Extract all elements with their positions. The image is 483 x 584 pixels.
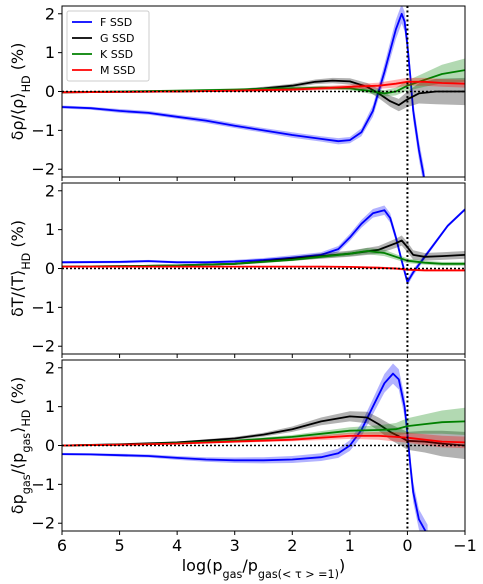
y-tick-label: 1	[45, 397, 55, 416]
x-tick-label: 4	[172, 536, 182, 555]
legend-box	[66, 10, 150, 82]
series-group	[62, 6, 465, 177]
x-tick-label: −1	[453, 536, 477, 555]
y-tick-label: 2	[45, 181, 55, 200]
y-tick-label: −1	[31, 298, 55, 317]
y-axis-label: δpgas/⟨pgas⟩HD (%)	[8, 377, 33, 514]
series-band-m	[62, 77, 465, 93]
x-tick-label: 2	[287, 536, 297, 555]
y-tick-label: 0	[45, 259, 55, 278]
y-tick-label: 2	[45, 358, 55, 377]
series-line-f	[62, 12, 425, 177]
y-tick-label: 2	[45, 4, 55, 23]
legend-label: K SSD	[100, 48, 133, 61]
y-tick-label: −1	[31, 121, 55, 140]
legend: F SSD G SSD K SSD M SSD	[66, 10, 150, 82]
y-tick-label: −1	[31, 475, 55, 494]
y-axis-label: δρ/⟨ρ⟩HD (%)	[8, 43, 33, 141]
x-tick-label: 3	[230, 536, 240, 555]
panel-top: −2 −1 0 1 2 δρ/⟨ρ⟩HD (%) F SSD G SSD K SSD M SSD	[8, 4, 466, 181]
series-line-m	[62, 80, 465, 94]
y-tick-label: −2	[31, 514, 55, 533]
series-line-k	[62, 250, 465, 268]
series-group	[62, 205, 465, 286]
x-tick-label: 6	[57, 536, 67, 555]
series-line-f	[62, 372, 427, 531]
panel-middle: −2 −1 0 1 2 δT/⟨T⟩HD (%)	[8, 181, 466, 358]
y-axis-label: δT/⟨T⟩HD (%)	[8, 220, 33, 317]
series-line-g	[62, 415, 465, 447]
series-line-m	[62, 434, 465, 447]
series-group	[62, 363, 465, 531]
y-tick-label: 1	[45, 43, 55, 62]
y-tick-label: −2	[31, 337, 55, 356]
y-tick-label: 1	[45, 220, 55, 239]
series-band-k	[62, 247, 465, 267]
x-tick-label: 1	[345, 536, 355, 555]
x-tick-label: 0	[402, 536, 412, 555]
x-tick-label: 5	[114, 536, 124, 555]
y-tick-label: 0	[45, 436, 55, 455]
legend-label: M SSD	[100, 64, 135, 77]
legend-label: F SSD	[100, 16, 132, 29]
legend-label: G SSD	[100, 32, 134, 45]
series-line-f	[62, 208, 465, 284]
x-axis-label: log(pgas/pgas(< τ > =1))	[182, 556, 346, 581]
series-band-f	[62, 363, 428, 531]
y-tick-label: 0	[45, 82, 55, 101]
y-tick-label: −2	[31, 160, 55, 179]
series-line-m	[62, 265, 465, 272]
